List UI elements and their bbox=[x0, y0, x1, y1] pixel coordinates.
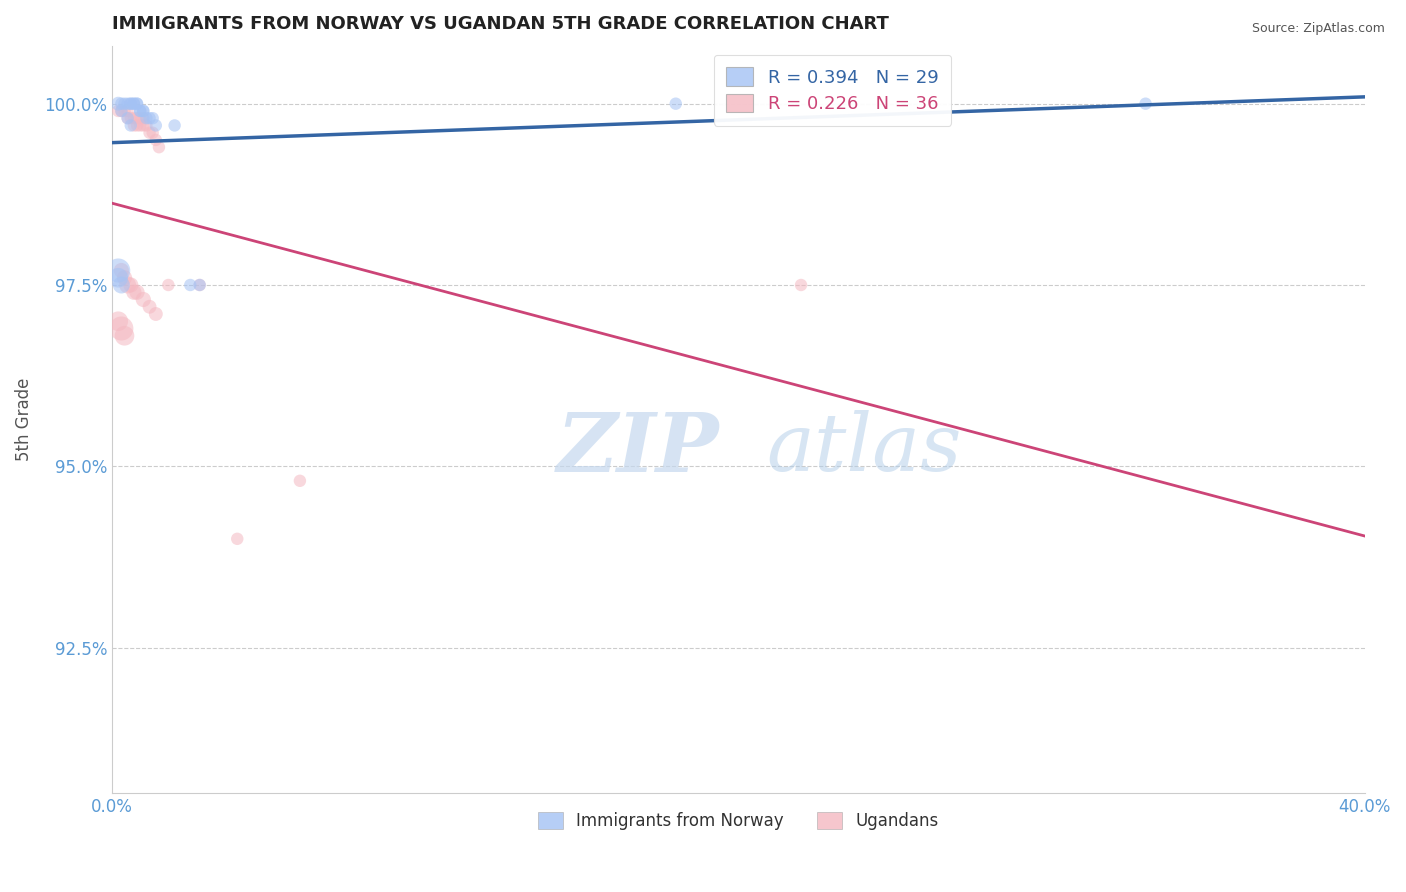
Point bbox=[114, 103, 136, 118]
Point bbox=[125, 96, 148, 111]
Point bbox=[122, 96, 145, 111]
Point bbox=[107, 314, 129, 328]
Point bbox=[120, 96, 142, 111]
Point bbox=[117, 111, 139, 125]
Point bbox=[117, 96, 139, 111]
Point bbox=[122, 96, 145, 111]
Point bbox=[110, 103, 132, 118]
Point bbox=[145, 119, 167, 133]
Point bbox=[142, 126, 165, 140]
Point bbox=[120, 119, 142, 133]
Point bbox=[107, 270, 129, 285]
Point bbox=[129, 119, 152, 133]
Point bbox=[157, 277, 180, 292]
Point bbox=[120, 277, 142, 292]
Point bbox=[132, 293, 155, 307]
Point bbox=[179, 277, 201, 292]
Point bbox=[120, 96, 142, 111]
Point bbox=[110, 96, 132, 111]
Point bbox=[129, 103, 152, 118]
Point bbox=[188, 277, 211, 292]
Point bbox=[138, 126, 160, 140]
Point bbox=[117, 111, 139, 125]
Point bbox=[142, 111, 165, 125]
Point bbox=[790, 277, 813, 292]
Point bbox=[117, 277, 139, 292]
Point bbox=[122, 111, 145, 125]
Point bbox=[114, 328, 136, 343]
Point bbox=[132, 103, 155, 118]
Point bbox=[132, 103, 155, 118]
Point bbox=[288, 474, 311, 488]
Point bbox=[125, 285, 148, 300]
Point bbox=[148, 140, 170, 154]
Text: ZIP: ZIP bbox=[557, 409, 720, 489]
Point bbox=[163, 119, 186, 133]
Text: atlas: atlas bbox=[766, 410, 962, 488]
Point bbox=[132, 119, 155, 133]
Point bbox=[665, 96, 688, 111]
Point bbox=[122, 285, 145, 300]
Point bbox=[125, 111, 148, 125]
Text: Source: ZipAtlas.com: Source: ZipAtlas.com bbox=[1251, 22, 1385, 36]
Point bbox=[1135, 96, 1157, 111]
Point bbox=[125, 96, 148, 111]
Point bbox=[107, 103, 129, 118]
Point bbox=[114, 270, 136, 285]
Point bbox=[122, 119, 145, 133]
Point bbox=[120, 111, 142, 125]
Point bbox=[145, 307, 167, 321]
Point bbox=[138, 300, 160, 314]
Y-axis label: 5th Grade: 5th Grade bbox=[15, 377, 32, 461]
Point bbox=[145, 133, 167, 147]
Point bbox=[110, 321, 132, 335]
Point bbox=[114, 96, 136, 111]
Point bbox=[226, 532, 249, 546]
Point bbox=[129, 111, 152, 125]
Point bbox=[129, 103, 152, 118]
Point bbox=[135, 111, 157, 125]
Point bbox=[117, 103, 139, 118]
Point bbox=[110, 263, 132, 277]
Point bbox=[110, 277, 132, 292]
Legend: Immigrants from Norway, Ugandans: Immigrants from Norway, Ugandans bbox=[531, 805, 945, 837]
Point bbox=[135, 119, 157, 133]
Point bbox=[107, 96, 129, 111]
Text: IMMIGRANTS FROM NORWAY VS UGANDAN 5TH GRADE CORRELATION CHART: IMMIGRANTS FROM NORWAY VS UGANDAN 5TH GR… bbox=[112, 15, 889, 33]
Point bbox=[188, 277, 211, 292]
Point bbox=[110, 103, 132, 118]
Point bbox=[125, 119, 148, 133]
Point bbox=[138, 111, 160, 125]
Point bbox=[107, 263, 129, 277]
Point bbox=[132, 111, 155, 125]
